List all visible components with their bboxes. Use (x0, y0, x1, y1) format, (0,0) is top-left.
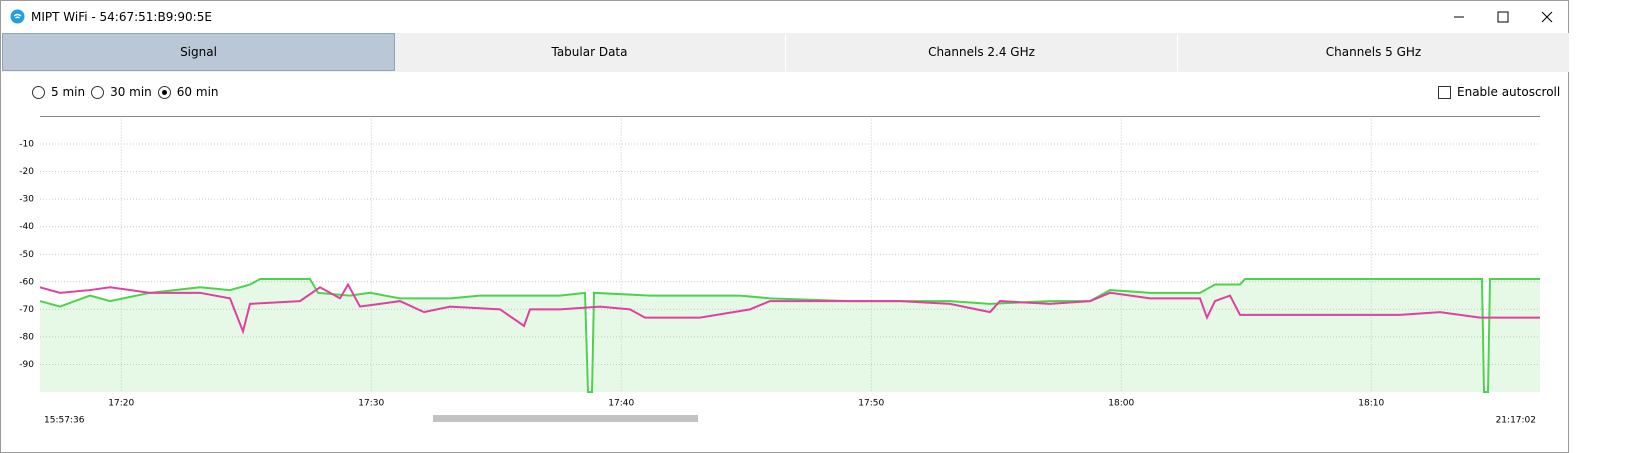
tab-bar: Signal Tabular Data Channels 2.4 GHz Channe… (2, 33, 1570, 72)
radio-button[interactable] (157, 85, 171, 99)
window: MIPT WiFi - 54:67:51:B9:90:5E Signal Tabu… (0, 0, 1570, 453)
tab[interactable]: Channels 5 GHz (1178, 33, 1570, 71)
series-line (39, 282, 1540, 335)
checkbox-label: Enable autoscroll (1457, 85, 1561, 99)
x-tick-label: 17:50 (858, 399, 884, 409)
close-button[interactable] (1541, 11, 1553, 23)
title-bar: MIPT WiFi - 54:67:51:B9:90:5E (1, 1, 1568, 33)
y-tick-label: -20 (19, 167, 34, 177)
x-tick-label: 17:40 (608, 399, 634, 409)
radio-option[interactable]: 5 min (32, 85, 85, 99)
y-tick-label: -60 (19, 277, 34, 287)
tab[interactable]: Tabular Data (394, 33, 786, 71)
radio-option[interactable]: 60 min (157, 85, 219, 99)
x-tick-label: 17:30 (358, 399, 384, 409)
radio-option[interactable]: 30 min (91, 85, 152, 99)
x-tick-label: 18:10 (1358, 399, 1384, 409)
maximize-button[interactable] (1497, 11, 1509, 23)
checkbox-box[interactable] (1438, 85, 1451, 99)
radio-button[interactable] (91, 85, 105, 99)
scrollbar-thumb (433, 415, 698, 422)
tab[interactable]: Channels 2.4 GHz (786, 33, 1178, 71)
radio-label: 60 min (176, 85, 219, 99)
series-area (40, 279, 1540, 392)
time-range-group: 5 min 30 min 60 min (32, 85, 225, 102)
y-tick-label: -50 (19, 250, 34, 260)
range-end-label: 21:17:02 (1496, 416, 1536, 426)
app-icon (10, 9, 25, 24)
y-tick-label: -30 (19, 195, 34, 205)
series-line (39, 278, 1540, 393)
y-tick-label: -70 (19, 305, 34, 315)
y-tick-label: -80 (19, 332, 34, 342)
minimize-button[interactable] (1453, 11, 1465, 23)
y-tick-label: -40 (19, 222, 34, 232)
radio-label: 5 min (51, 85, 86, 99)
radio-button[interactable] (32, 85, 45, 99)
x-tick-label: 17:20 (108, 399, 134, 409)
autoscroll-checkbox[interactable]: Enable autoscroll (1438, 85, 1560, 99)
y-tick-label: -10 (19, 140, 34, 150)
radio-label: 30 min (110, 85, 152, 99)
x-tick-label: 18:00 (1108, 399, 1134, 409)
y-tick-label: -90 (19, 360, 34, 370)
tab[interactable]: Signal (2, 33, 395, 71)
window-title: MIPT WiFi - 54:67:51:B9:90:5E (31, 10, 212, 24)
chart: -10 -20 -30 -40 -50 -60 -70 -80 -90 17:20 17:30 17:… (19, 116, 1540, 426)
range-start-label: 15:57:36 (44, 416, 85, 426)
